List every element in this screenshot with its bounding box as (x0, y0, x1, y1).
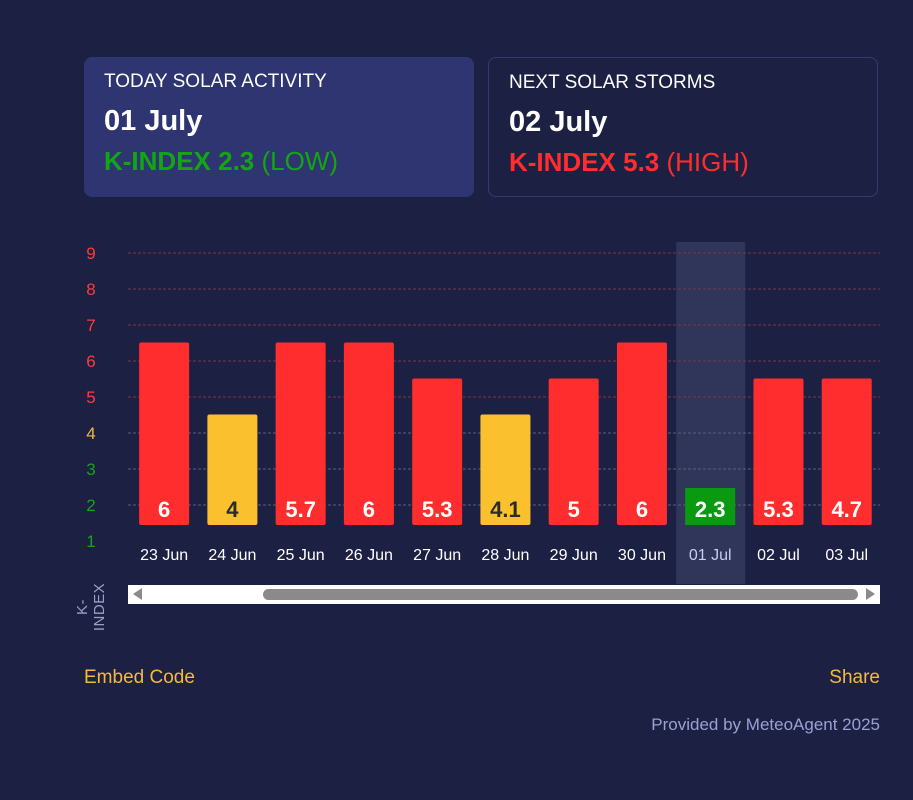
bar-value-label: 4.7 (831, 497, 862, 522)
today-kindex-value: K-INDEX 2.3 (104, 146, 255, 176)
y-tick-label: 9 (86, 244, 95, 263)
bar-value-label: 5.3 (763, 497, 794, 522)
bar-value-label: 4 (226, 497, 239, 522)
x-tick-label: 23 Jun (140, 547, 188, 564)
next-kindex-value: K-INDEX 5.3 (509, 147, 660, 177)
bar (753, 378, 804, 525)
scroll-left-arrow-icon[interactable] (133, 588, 142, 600)
scrollbar-thumb[interactable] (263, 589, 858, 600)
next-storms-card: NEXT SOLAR STORMS 02 July K-INDEX 5.3 (H… (488, 57, 878, 197)
bar (480, 414, 531, 525)
y-axis-label: K-INDEX (74, 582, 108, 632)
bar-value-label: 5.3 (422, 497, 453, 522)
x-tick-label: 29 Jun (550, 547, 598, 564)
today-kindex-level: (LOW) (261, 146, 339, 176)
bar-value-label: 6 (636, 497, 648, 522)
y-tick-label: 5 (86, 388, 95, 407)
bar (139, 342, 190, 525)
bar (275, 342, 326, 525)
x-tick-label: 26 Jun (345, 547, 393, 564)
bar-value-label: 2.3 (695, 497, 726, 522)
bar-value-label: 6 (158, 497, 170, 522)
y-tick-label: 7 (86, 316, 95, 335)
provided-by-text: Provided by MeteoAgent 2025 (651, 715, 880, 734)
share-link[interactable]: Share (829, 667, 880, 688)
next-kindex-level: (HIGH) (666, 147, 749, 177)
x-tick-label: 03 Jul (825, 547, 868, 564)
x-tick-label: 28 Jun (481, 547, 529, 564)
bar (616, 342, 667, 525)
bar-value-label: 5.7 (285, 497, 316, 522)
bar (207, 414, 258, 525)
bar-value-label: 5 (568, 497, 580, 522)
next-card-title: NEXT SOLAR STORMS (509, 72, 716, 93)
x-tick-label: 02 Jul (757, 547, 800, 564)
bar (821, 378, 872, 525)
today-card-kindex: K-INDEX 2.3 (LOW) (104, 146, 454, 177)
bar-value-label: 6 (363, 497, 375, 522)
kindex-bar-chart: 1 2 3 4 5 6 7 8 9 6 23 Jun 4 24 Jun 5.7 25 Jun 6 26 Jun 5… (86, 242, 880, 584)
today-card-title: TODAY SOLAR ACTIVITY (104, 71, 327, 92)
next-card-date: 02 July (509, 106, 608, 138)
y-tick-label: 2 (86, 496, 95, 515)
y-tick-label: 3 (86, 460, 95, 479)
x-tick-label: 30 Jun (618, 547, 666, 564)
scroll-right-arrow-icon[interactable] (866, 588, 875, 600)
today-activity-card: TODAY SOLAR ACTIVITY 01 July K-INDEX 2.3… (84, 57, 474, 197)
y-tick-label: 1 (86, 532, 95, 551)
y-tick-label: 4 (86, 424, 95, 443)
x-tick-label: 01 Jul (689, 547, 732, 564)
y-tick-label: 6 (86, 352, 95, 371)
bar (343, 342, 394, 525)
embed-code-link[interactable]: Embed Code (84, 667, 195, 688)
y-tick-label: 8 (86, 280, 95, 299)
bar-value-label: 4.1 (490, 497, 521, 522)
bar (412, 378, 463, 525)
next-card-kindex: K-INDEX 5.3 (HIGH) (509, 147, 857, 178)
chart-scrollbar[interactable] (128, 585, 880, 604)
x-tick-label: 24 Jun (208, 547, 256, 564)
x-tick-label: 27 Jun (413, 547, 461, 564)
bar (685, 488, 736, 525)
bar (548, 378, 599, 525)
x-tick-label: 25 Jun (277, 547, 325, 564)
highlight-band (676, 242, 746, 584)
today-card-date: 01 July (104, 105, 203, 137)
